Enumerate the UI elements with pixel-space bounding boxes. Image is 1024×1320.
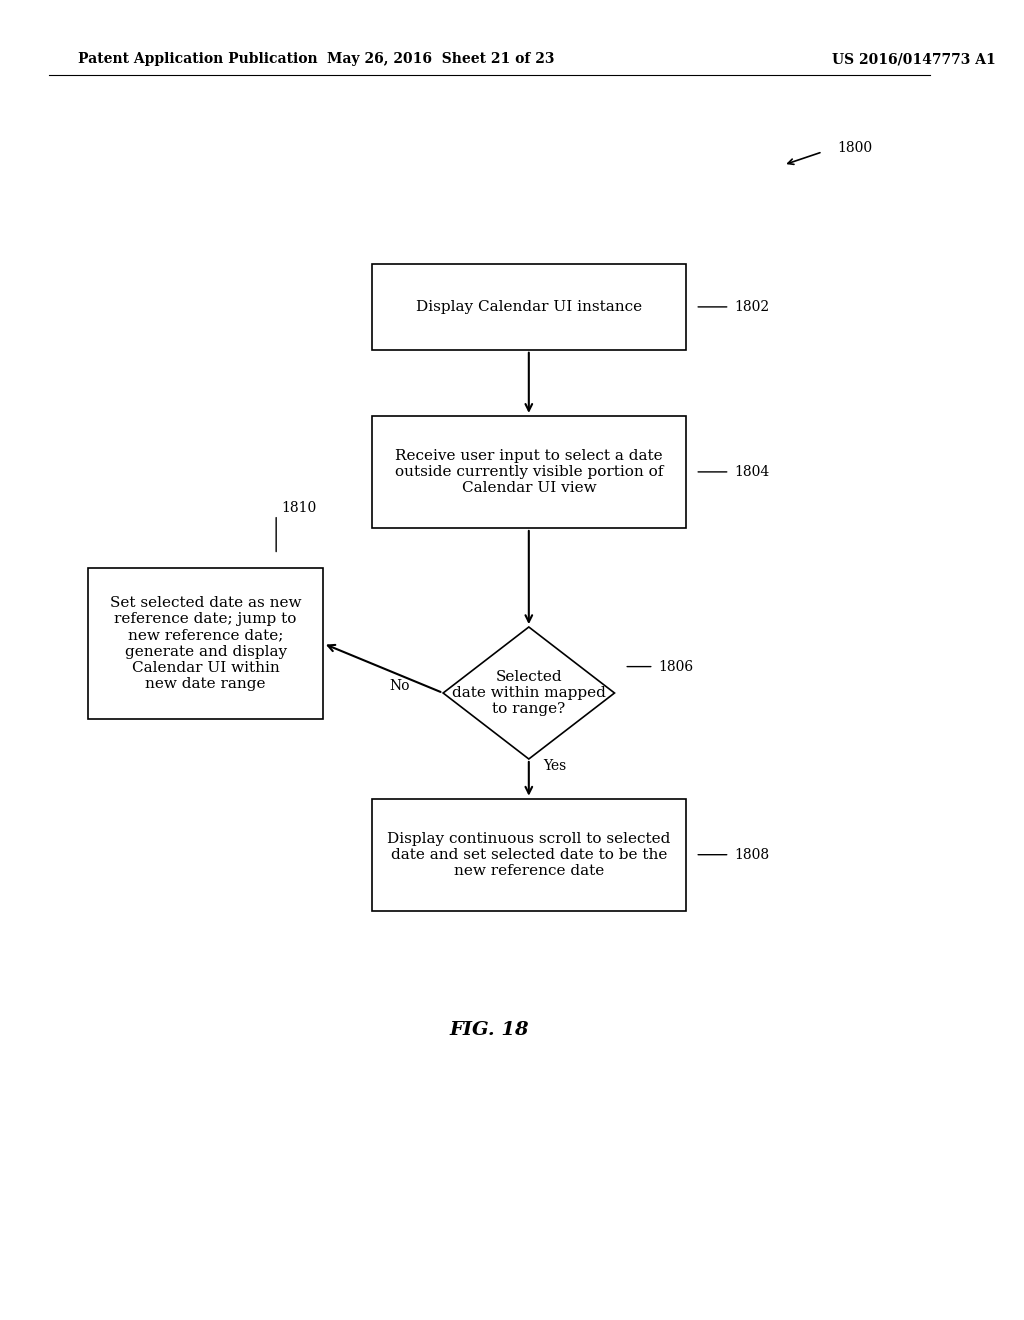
Text: Set selected date as new
reference date; jump to
new reference date;
generate an: Set selected date as new reference date;… (110, 597, 301, 690)
Text: 1800: 1800 (838, 141, 872, 154)
Text: May 26, 2016  Sheet 21 of 23: May 26, 2016 Sheet 21 of 23 (327, 53, 554, 66)
Text: Receive user input to select a date
outside currently visible portion of
Calenda: Receive user input to select a date outs… (394, 449, 663, 495)
FancyBboxPatch shape (372, 264, 685, 350)
Text: US 2016/0147773 A1: US 2016/0147773 A1 (833, 53, 996, 66)
Text: No: No (389, 680, 410, 693)
Text: 1810: 1810 (281, 502, 316, 515)
Text: Patent Application Publication: Patent Application Publication (79, 53, 318, 66)
Text: Selected
date within mapped
to range?: Selected date within mapped to range? (452, 669, 606, 717)
Text: FIG. 18: FIG. 18 (450, 1020, 529, 1039)
Text: 1804: 1804 (734, 465, 770, 479)
Text: Display continuous scroll to selected
date and set selected date to be the
new r: Display continuous scroll to selected da… (387, 832, 671, 878)
Text: Display Calendar UI instance: Display Calendar UI instance (416, 300, 642, 314)
Polygon shape (443, 627, 614, 759)
FancyBboxPatch shape (88, 568, 324, 719)
FancyBboxPatch shape (372, 799, 685, 911)
Text: Yes: Yes (544, 759, 566, 772)
Text: 1806: 1806 (658, 660, 693, 673)
Text: 1808: 1808 (734, 847, 770, 862)
FancyBboxPatch shape (372, 416, 685, 528)
Text: 1802: 1802 (734, 300, 770, 314)
